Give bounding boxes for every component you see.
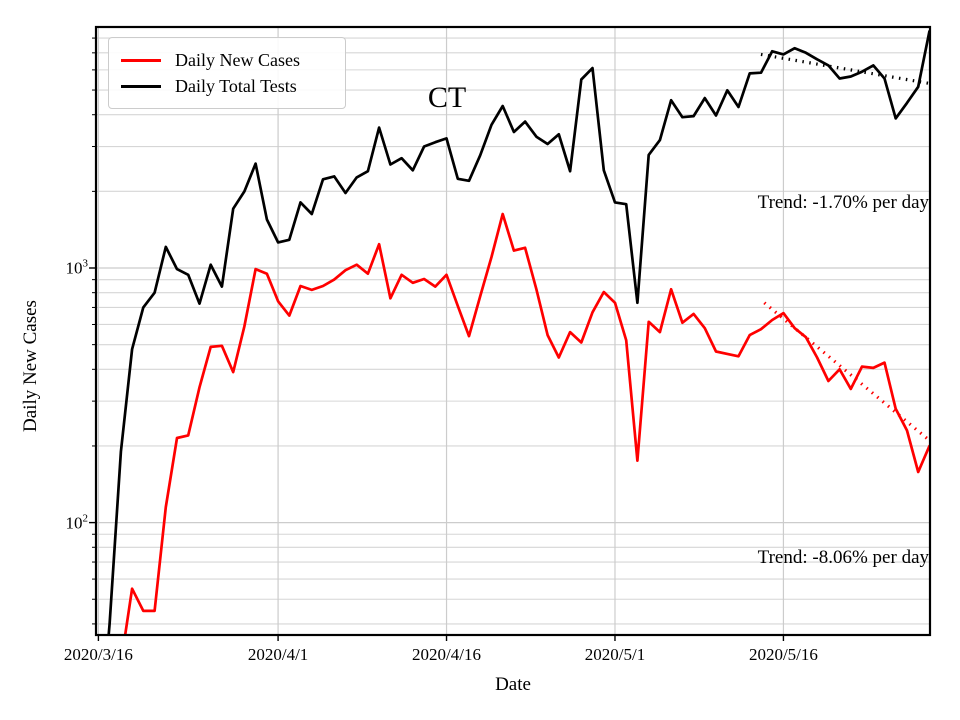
plot-border xyxy=(94,25,932,637)
x-tick-label: 2020/4/16 xyxy=(412,645,481,664)
trend-annotation-cases: Trend: -8.06% per day xyxy=(757,547,929,568)
x-tick-label: 2020/4/1 xyxy=(247,645,309,664)
legend-label-cases: Daily New Cases xyxy=(175,49,300,70)
legend-row-cases: Daily New Cases xyxy=(121,47,333,73)
legend-line-sample-tests xyxy=(121,84,161,88)
legend-label-tests: Daily Total Tests xyxy=(175,75,297,96)
y-tick-label: 103 xyxy=(65,257,89,278)
chart-title: CT xyxy=(427,81,467,114)
trend-dotted-line xyxy=(760,52,930,86)
legend-line-sample-cases xyxy=(121,58,161,62)
legend-row-tests: Daily Total Tests xyxy=(121,73,333,99)
y-tick-label: 102 xyxy=(65,512,89,532)
x-tick-label: 2020/5/1 xyxy=(584,645,646,664)
x-tick-label: 2020/5/16 xyxy=(748,645,818,664)
legend: Daily New Cases Daily Total Tests xyxy=(108,37,346,109)
x-tick-label: 2020/3/16 xyxy=(63,645,133,664)
series-line-tests xyxy=(107,30,930,635)
trend-annotation-tests: Trend: -1.70% per day xyxy=(757,192,929,213)
y-axis-label: Daily New Cases xyxy=(20,300,41,432)
series-line-cases xyxy=(123,212,930,635)
x-axis-label: Date xyxy=(495,674,531,695)
trend-dotted-line xyxy=(763,301,930,443)
